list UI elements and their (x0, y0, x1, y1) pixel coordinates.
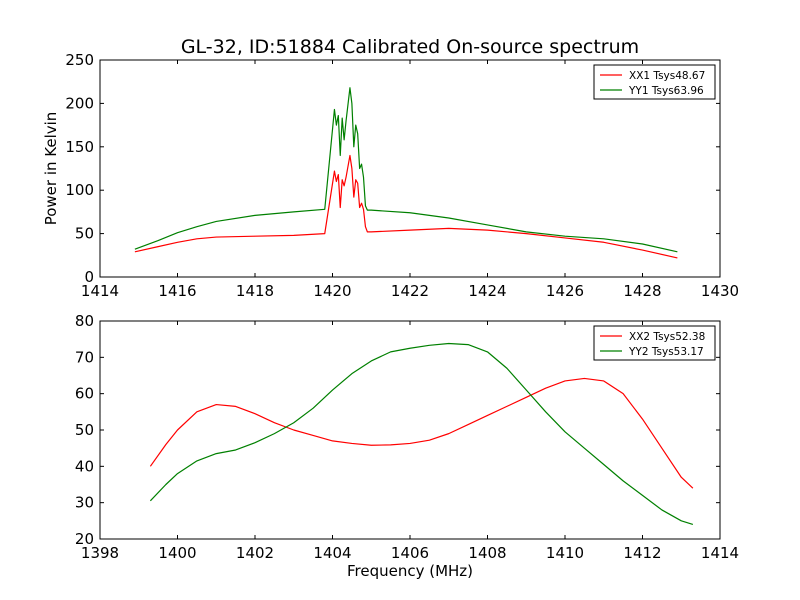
x-tick-label: 1424 (468, 282, 506, 300)
lower-spectrum-panel: 1398 1400 1402 1404 1406 1408 1410 1412 1414 20 30… (75, 312, 739, 580)
upper-spectrum-panel: 1414 1416 1418 1420 1422 1424 1426 1428 1430 0 50 1… (42, 51, 739, 300)
x-tick-label: 1430 (701, 282, 739, 300)
legend-box (593, 325, 716, 361)
legend-box (593, 64, 716, 100)
x-tick-label: 1406 (391, 544, 429, 562)
x-tick-label: 1416 (158, 282, 196, 300)
x-tick-label: 1412 (623, 544, 661, 562)
x-tick-label: 1418 (236, 282, 274, 300)
y-tick-label: 200 (65, 94, 94, 112)
x-tick-label: 1404 (313, 544, 351, 562)
y-tick-label: 100 (65, 181, 94, 199)
legend: XX1 Tsys48.67 YY1 Tsys63.96 (593, 64, 716, 100)
series-line-xx1 (134, 154, 678, 259)
y-axis-label: Power in Kelvin (42, 112, 60, 226)
y-tick-label: 60 (75, 385, 94, 403)
x-tick-label: 1410 (546, 544, 584, 562)
y-tick-label: 20 (75, 530, 94, 548)
legend-entry-label: XX2 Tsys52.38 (629, 331, 705, 343)
x-tick-label: 1414 (81, 282, 119, 300)
legend-entry-label: YY2 Tsys53.17 (628, 346, 704, 358)
x-axis-label: Frequency (MHz) (347, 562, 473, 580)
y-tick-label: 0 (84, 268, 94, 286)
y-tick-label: 50 (75, 421, 94, 439)
x-tick-label: 1422 (391, 282, 429, 300)
y-tick-label: 70 (75, 348, 94, 366)
series-line-yy1 (134, 87, 678, 253)
y-tick-label: 80 (75, 312, 94, 330)
legend-entry-label: YY1 Tsys63.96 (628, 85, 704, 97)
series-line-yy2 (149, 342, 694, 526)
series-line-xx2 (149, 377, 694, 489)
y-tick-label: 30 (75, 494, 94, 512)
y-tick-label: 40 (75, 457, 94, 475)
x-tick-label: 1414 (701, 544, 739, 562)
x-tick-label: 1426 (546, 282, 584, 300)
y-tick-label: 250 (65, 51, 94, 69)
x-tick-label: 1400 (158, 544, 196, 562)
y-tick-label: 50 (75, 225, 94, 243)
legend: XX2 Tsys52.38 YY2 Tsys53.17 (593, 325, 716, 361)
x-tick-label: 1398 (81, 544, 119, 562)
figure-title: GL-32, ID:51884 Calibrated On-source spe… (181, 36, 639, 58)
x-tick-label: 1402 (236, 544, 274, 562)
y-tick-label: 150 (65, 138, 94, 156)
legend-entry-label: XX1 Tsys48.67 (629, 70, 705, 82)
x-tick-label: 1408 (468, 544, 506, 562)
x-tick-label: 1428 (623, 282, 661, 300)
x-tick-label: 1420 (313, 282, 351, 300)
